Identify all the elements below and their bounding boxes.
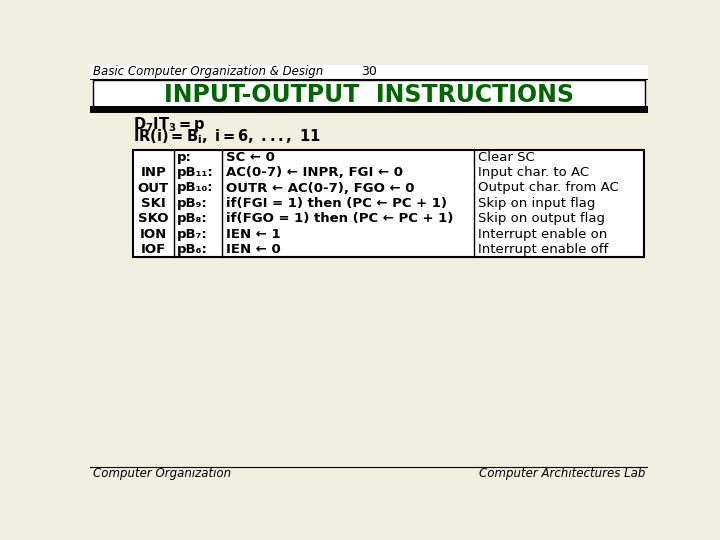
Bar (93, 80, 645, 109)
Text: Clear SC: Clear SC (478, 151, 535, 164)
Text: IEN ← 0: IEN ← 0 (226, 243, 281, 256)
Bar (132, 150, 644, 257)
Text: Skip on input flag: Skip on input flag (478, 197, 595, 210)
Text: Basic Computer Organization & Design: Basic Computer Organization & Design (93, 65, 323, 78)
Text: Interrupt enable off: Interrupt enable off (478, 243, 608, 256)
Text: Interrupt enable on: Interrupt enable on (478, 228, 608, 241)
Text: ION: ION (140, 228, 167, 241)
Text: Computer Architectures Lab: Computer Architectures Lab (479, 467, 645, 480)
Bar (90, 65, 648, 79)
Text: Input char. to AC: Input char. to AC (478, 166, 590, 179)
Text: IEN ← 1: IEN ← 1 (226, 228, 281, 241)
Text: pB₇:: pB₇: (177, 228, 207, 241)
Text: pB₈:: pB₈: (177, 212, 207, 225)
Text: IOF: IOF (140, 243, 166, 256)
Text: Computer Organization: Computer Organization (93, 467, 231, 480)
Text: if(FGI = 1) then (PC ← PC + 1): if(FGI = 1) then (PC ← PC + 1) (226, 197, 447, 210)
Text: $\mathbf{IR(i) = B_i}$$\mathbf{,\ i = 6,\ ...,\ 11}$: $\mathbf{IR(i) = B_i}$$\mathbf{,\ i = 6,… (132, 127, 320, 146)
Text: if(FGO = 1) then (PC ← PC + 1): if(FGO = 1) then (PC ← PC + 1) (226, 212, 454, 225)
Text: 30: 30 (361, 65, 377, 78)
Text: $\mathbf{D_7IT_3 = p}$: $\mathbf{D_7IT_3 = p}$ (132, 116, 205, 134)
Text: pB₉:: pB₉: (177, 197, 207, 210)
Text: pB₆:: pB₆: (177, 243, 207, 256)
Text: OUT: OUT (138, 181, 168, 194)
Text: INPUT-OUTPUT  INSTRUCTIONS: INPUT-OUTPUT INSTRUCTIONS (164, 83, 574, 107)
Text: SKO: SKO (138, 212, 168, 225)
Text: SKI: SKI (141, 197, 166, 210)
Text: Skip on output flag: Skip on output flag (478, 212, 606, 225)
Text: pB₁₁:: pB₁₁: (177, 166, 214, 179)
Text: Output char. from AC: Output char. from AC (478, 181, 619, 194)
Text: p:: p: (177, 151, 192, 164)
Text: INP: INP (140, 166, 166, 179)
Text: AC(0-7) ← INPR, FGI ← 0: AC(0-7) ← INPR, FGI ← 0 (226, 166, 403, 179)
Text: OUTR ← AC(0-7), FGO ← 0: OUTR ← AC(0-7), FGO ← 0 (226, 181, 415, 194)
Text: SC ← 0: SC ← 0 (226, 151, 275, 164)
Text: pB₁₀:: pB₁₀: (177, 181, 213, 194)
